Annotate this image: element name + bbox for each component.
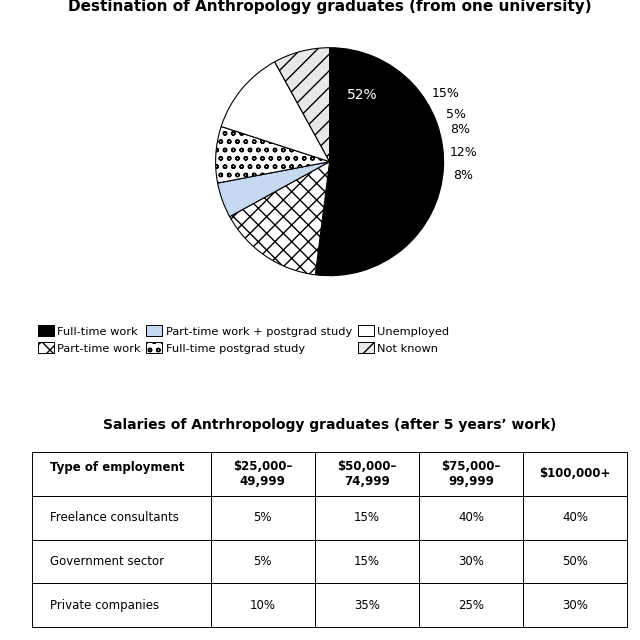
Wedge shape xyxy=(230,162,330,275)
Text: Salaries of Antrhropology graduates (after 5 years’ work): Salaries of Antrhropology graduates (aft… xyxy=(103,418,556,432)
Legend: Full-time work, Part-time work, Part-time work + postgrad study, Full-time postg: Full-time work, Part-time work, Part-tim… xyxy=(38,325,449,354)
Text: 8%: 8% xyxy=(453,169,474,182)
Text: 5%: 5% xyxy=(445,108,466,121)
Text: 12%: 12% xyxy=(450,146,477,159)
Text: 8%: 8% xyxy=(450,123,470,136)
Wedge shape xyxy=(216,127,330,183)
Text: 15%: 15% xyxy=(431,87,460,100)
Title: Destination of Anthropology graduates (from one university): Destination of Anthropology graduates (f… xyxy=(68,0,591,14)
Wedge shape xyxy=(316,48,444,276)
Wedge shape xyxy=(275,48,330,162)
Wedge shape xyxy=(221,62,330,162)
Text: 52%: 52% xyxy=(347,88,378,102)
Wedge shape xyxy=(218,162,330,216)
